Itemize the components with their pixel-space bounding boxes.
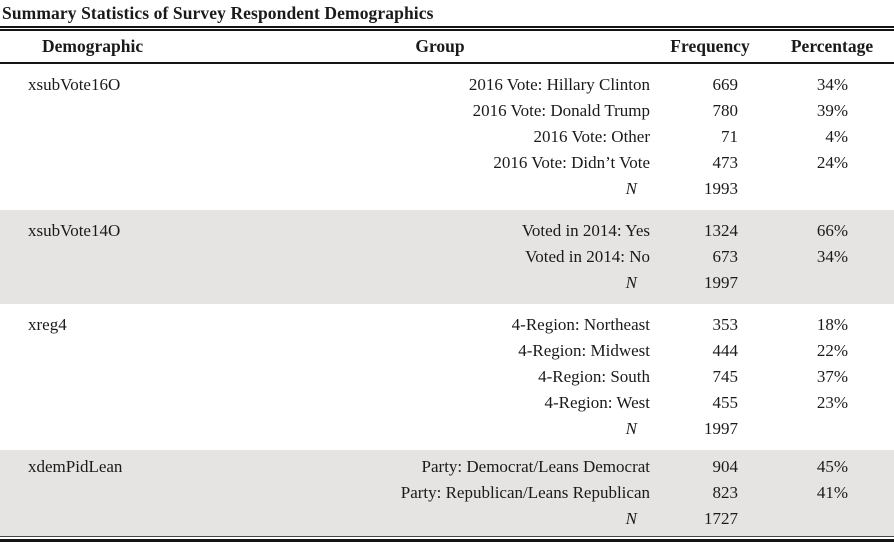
table-row-n-total: N 1993 (0, 176, 850, 202)
frequency-cell: 904 (712, 456, 739, 476)
n-label: N (625, 508, 637, 528)
demographic-cell: xreg4 (28, 314, 67, 334)
group-cell: 4-Region: Northeast (511, 314, 650, 334)
table-row: Voted in 2014: No 673 34% (0, 244, 850, 270)
table-row: xsubVote16O 2016 Vote: Hillary Clinton 6… (0, 72, 850, 98)
header-demographic: Demographic (42, 36, 144, 56)
header-percentage: Percentage (790, 36, 874, 56)
n-value: 1727 (704, 508, 738, 528)
table-row-n-total: N 1727 (0, 506, 850, 532)
percentage-cell: 41% (816, 482, 848, 502)
frequency-cell: 455 (712, 392, 739, 412)
n-label: N (625, 272, 637, 292)
percentage-cell: 37% (816, 366, 848, 386)
table-row: 4-Region: West 455 23% (0, 390, 850, 416)
percentage-cell: 18% (816, 314, 848, 334)
group-cell: 2016 Vote: Donald Trump (472, 100, 650, 120)
frequency-cell: 673 (712, 246, 739, 266)
top-rule (0, 26, 894, 31)
percentage-cell: 39% (816, 100, 848, 120)
group-cell: Voted in 2014: Yes (521, 220, 650, 240)
percentage-cell: 34% (816, 74, 848, 94)
table-section-xsubVote14O: xsubVote14O Voted in 2014: Yes 1324 66% … (0, 209, 894, 304)
percentage-cell: 45% (816, 456, 848, 476)
header-rule (0, 62, 894, 64)
table-row: xreg4 4-Region: Northeast 353 18% (0, 312, 850, 338)
frequency-cell: 780 (712, 100, 739, 120)
table-title: Summary Statistics of Survey Respondent … (2, 3, 434, 23)
table-row: xdemPidLean Party: Democrat/Leans Democr… (0, 454, 850, 480)
frequency-cell: 473 (712, 152, 739, 172)
group-cell: 2016 Vote: Hillary Clinton (468, 74, 650, 94)
frequency-cell: 71 (721, 126, 738, 146)
group-cell: 4-Region: South (538, 366, 650, 386)
percentage-cell: 23% (816, 392, 848, 412)
table-row-n-total: N 1997 (0, 416, 850, 442)
group-cell: 4-Region: West (544, 392, 650, 412)
frequency-cell: 823 (712, 482, 739, 502)
frequency-cell: 353 (712, 314, 739, 334)
table-row: 2016 Vote: Didn’t Vote 473 24% (0, 150, 850, 176)
table-row: 4-Region: Midwest 444 22% (0, 338, 850, 364)
percentage-cell: 34% (816, 246, 848, 266)
n-value: 1997 (704, 272, 738, 292)
group-cell: Party: Democrat/Leans Democrat (421, 456, 650, 476)
demographic-cell: xdemPidLean (28, 456, 123, 476)
frequency-cell: 1324 (704, 220, 738, 240)
group-cell: Voted in 2014: No (525, 246, 650, 266)
table-row-n-total: N 1997 (0, 270, 850, 296)
n-value: 1997 (704, 418, 738, 438)
percentage-cell: 22% (816, 340, 848, 360)
table-row: 4-Region: South 745 37% (0, 364, 850, 390)
n-label: N (625, 418, 637, 438)
group-cell: Party: Republican/Leans Republican (400, 482, 650, 502)
n-label: N (625, 178, 637, 198)
group-cell: 2016 Vote: Other (533, 126, 650, 146)
group-cell: 2016 Vote: Didn’t Vote (493, 152, 650, 172)
n-value: 1993 (704, 178, 738, 198)
demographic-cell: xsubVote14O (28, 220, 121, 240)
table-section-xreg4: xreg4 4-Region: Northeast 353 18% 4-Regi… (0, 304, 894, 450)
demographic-cell: xsubVote16O (28, 74, 121, 94)
table-row: Party: Republican/Leans Republican 823 4… (0, 480, 850, 506)
table-section-xsubVote16O: xsubVote16O 2016 Vote: Hillary Clinton 6… (0, 64, 894, 210)
table-row: 2016 Vote: Donald Trump 780 39% (0, 98, 850, 124)
percentage-cell: 24% (816, 152, 848, 172)
percentage-cell: 66% (816, 220, 848, 240)
table-row: xsubVote14O Voted in 2014: Yes 1324 66% (0, 218, 850, 244)
table-header-row: Demographic Group Frequency Percentage (0, 31, 894, 62)
table-section-xdemPidLean: xdemPidLean Party: Democrat/Leans Democr… (0, 449, 894, 536)
percentage-cell: 4% (825, 126, 848, 146)
header-group: Group (415, 36, 465, 56)
frequency-cell: 444 (712, 340, 739, 360)
table-row: 2016 Vote: Other 71 4% (0, 124, 850, 150)
header-frequency: Frequency (670, 36, 750, 56)
frequency-cell: 669 (712, 74, 739, 94)
bottom-rule (0, 535, 894, 542)
group-cell: 4-Region: Midwest (518, 340, 650, 360)
frequency-cell: 745 (712, 366, 739, 386)
